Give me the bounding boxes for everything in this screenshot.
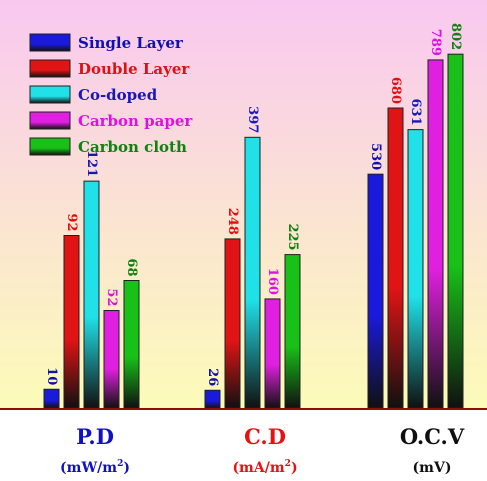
category-label-o-c-v: O.C.V [400,424,465,449]
data-label-o-c-v-carbon-paper: 789 [428,29,443,56]
bar-o-c-v-double-layer [387,107,404,409]
bar-p-d-carbon-cloth [123,280,140,409]
legend-swatch-carbon-cloth [29,137,71,156]
bar-o-c-v-single-layer [367,173,384,409]
data-label-c-d-double-layer: 248 [225,208,240,235]
category-unit-o-c-v: (mV) [413,460,452,476]
data-label-c-d-co-doped: 397 [245,106,260,133]
data-label-o-c-v-single-layer: 530 [368,143,383,170]
data-label-p-d-carbon-cloth: 68 [124,258,139,276]
legend-label-carbon-cloth: Carbon cloth [78,138,187,156]
legend-swatch-single-layer [29,33,71,52]
plot-background [0,0,487,410]
bar-p-d-carbon-paper [103,310,120,409]
legend-swatch-double-layer [29,59,71,78]
bar-p-d-co-doped [83,180,100,409]
data-label-o-c-v-double-layer: 680 [388,77,403,104]
bar-p-d-single-layer [43,388,60,409]
category-label-p-d: P.D [76,424,114,449]
data-label-o-c-v-co-doped: 631 [408,98,423,125]
data-label-p-d-single-layer: 10 [44,367,59,385]
category-label-c-d: C.D [244,424,286,449]
category-unit-p-d: (mW/m2) [60,459,130,476]
bar-c-d-co-doped [244,136,261,409]
data-label-c-d-carbon-cloth: 225 [285,223,300,250]
legend-label-single-layer: Single Layer [78,34,184,52]
legend-label-carbon-paper: Carbon paper [78,112,193,130]
data-label-p-d-carbon-paper: 52 [104,288,119,306]
bars-layer: 10 92 121 52 68 26 248 397 160 225 530 680 631 789 802 [43,23,464,409]
legend: Single Layer Double Layer Co-doped Carbon p… [29,33,193,156]
bar-p-d-double-layer [63,235,80,409]
data-label-p-d-double-layer: 92 [64,213,79,231]
bar-c-d-carbon-cloth [284,254,301,409]
bar-o-c-v-carbon-paper [427,59,444,409]
data-label-p-d-co-doped: 121 [84,150,99,177]
bar-c-d-carbon-paper [264,298,281,409]
category-labels: P.D (mW/m2) C.D (mA/m2) O.C.V (mV) [60,424,465,476]
data-label-o-c-v-carbon-cloth: 802 [448,23,463,50]
bar-o-c-v-co-doped [407,129,424,409]
bar-c-d-single-layer [204,389,221,409]
category-unit-c-d: (mA/m2) [232,459,297,476]
legend-swatch-co-doped [29,85,71,104]
data-label-c-d-single-layer: 26 [205,368,220,386]
legend-swatch-carbon-paper [29,111,71,130]
legend-label-double-layer: Double Layer [78,60,190,78]
legend-label-co-doped: Co-doped [78,86,158,104]
data-label-c-d-carbon-paper: 160 [265,268,280,295]
bar-o-c-v-carbon-cloth [447,53,464,409]
bar-c-d-double-layer [224,238,241,409]
